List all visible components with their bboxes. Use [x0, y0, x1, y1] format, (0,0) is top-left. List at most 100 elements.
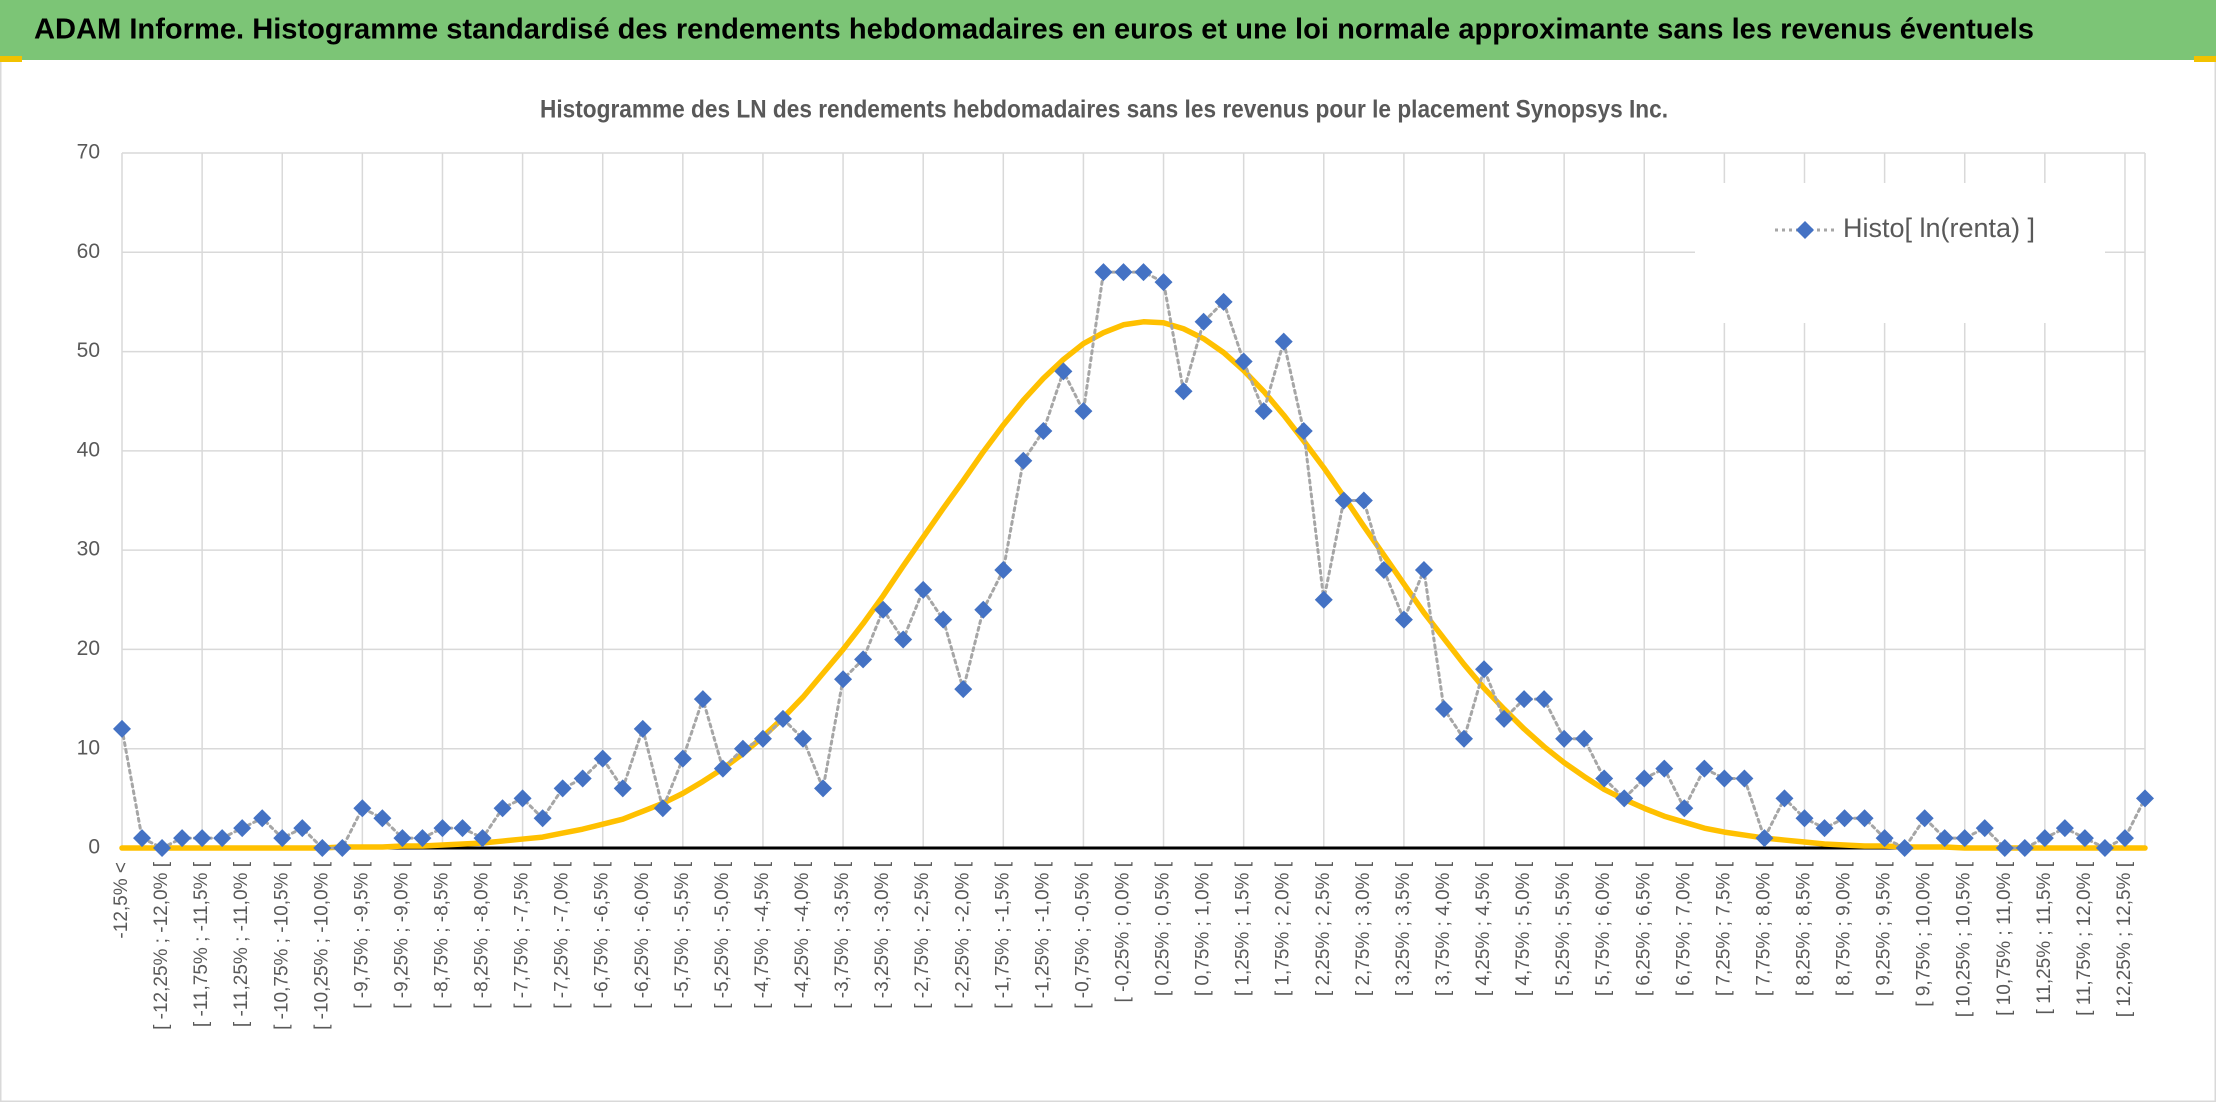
- data-point: [1515, 690, 1534, 709]
- data-point: [1575, 729, 1594, 748]
- data-point: [673, 749, 692, 768]
- data-point: [593, 749, 612, 768]
- x-tick-label: [ -6,75% ; -6,5% [: [592, 861, 613, 1009]
- x-tick-label: [ 1,25% ; 1,5% [: [1233, 861, 1254, 996]
- data-point: [1294, 422, 1313, 440]
- x-tick-label: [ 0,25% ; 0,5% [: [1153, 861, 1174, 996]
- data-point: [1655, 759, 1674, 778]
- data-point: [1014, 451, 1033, 470]
- data-point: [1555, 729, 1574, 748]
- data-point: [733, 739, 752, 758]
- x-tick-label: [ -11,75% ; -11,5% [: [191, 861, 212, 1027]
- data-point: [1174, 382, 1193, 401]
- header-title: ADAM Informe. Histogramme standardisé de…: [34, 14, 2034, 46]
- data-point: [1935, 829, 1954, 848]
- data-point: [1615, 789, 1634, 808]
- x-tick-label: [ 3,75% ; 4,0% [: [1433, 861, 1454, 996]
- series-curve: [119, 319, 2148, 851]
- x-tick-label: [ -8,25% ; -8,0% [: [472, 861, 493, 1009]
- data-point: [834, 670, 853, 689]
- x-tick-label: [ -1,75% ; -1,5% [: [992, 861, 1013, 1009]
- x-tick-label: [ 4,75% ; 5,0% [: [1513, 861, 1534, 996]
- x-tick-label: [ -7,75% ; -7,5% [: [512, 861, 533, 1009]
- grid: 0 10 20 30 40 50 60 70 -12,5% < [ -12,25% ; -12,0…: [77, 141, 2146, 1030]
- x-tick-label: [ -0,25% ; 0,0% [: [1113, 861, 1134, 1002]
- data-point: [934, 610, 953, 629]
- x-tick-label: [ -9,25% ; -9,0% [: [391, 861, 412, 1009]
- data-point: [513, 789, 532, 808]
- data-point: [453, 819, 472, 838]
- data-point: [1094, 263, 1113, 282]
- data-point: [1755, 829, 1774, 848]
- data-point: [1635, 769, 1654, 788]
- data-point: [1034, 422, 1053, 440]
- data-point: [794, 729, 813, 748]
- x-tick-label: [ 10,75% ; 11,0% [: [1994, 861, 2015, 1016]
- y-tick-label: 70: [77, 141, 100, 164]
- x-tick-label: [ 2,25% ; 2,5% [: [1313, 861, 1334, 996]
- data-point: [633, 719, 652, 738]
- x-tick-label: [ -2,25% ; -2,0% [: [952, 861, 973, 1009]
- x-tick-label: [ -9,75% ; -9,5% [: [351, 861, 372, 1009]
- data-point: [1835, 809, 1854, 828]
- data-point: [1715, 769, 1734, 788]
- data-point: [773, 709, 792, 728]
- x-tick-label: [ 2,75% ; 3,0% [: [1353, 861, 1374, 996]
- x-tick-label: [ -2,75% ; -2,5% [: [912, 861, 933, 1009]
- corner-accent: [2194, 56, 2216, 62]
- data-point: [2136, 789, 2154, 808]
- data-point: [653, 799, 672, 818]
- y-tick-label: 0: [88, 836, 100, 859]
- x-tick-label: [ 1,75% ; 2,0% [: [1273, 861, 1294, 996]
- data-point: [1895, 839, 1914, 857]
- data-point: [1475, 660, 1494, 679]
- data-point: [1334, 491, 1353, 510]
- data-point: [553, 779, 572, 798]
- x-tick-label: [ -3,75% ; -3,5% [: [832, 861, 853, 1009]
- x-tick-label: [ -12,25% ; -12,0% [: [151, 861, 172, 1030]
- x-tick-label: [ 3,25% ; 3,5% [: [1393, 861, 1414, 996]
- data-point: [1214, 292, 1233, 311]
- data-point: [974, 600, 993, 619]
- data-point: [2115, 829, 2134, 848]
- x-tick-label: [ 5,25% ; 5,5% [: [1553, 861, 1574, 996]
- x-tick-label: [ -5,25% ; -5,0% [: [712, 861, 733, 1009]
- x-tick-label: [ -10,75% ; -10,5% [: [271, 861, 292, 1030]
- data-point: [473, 829, 492, 848]
- data-point: [233, 819, 252, 838]
- x-tick-label: [ 10,25% ; 10,5% [: [1954, 861, 1975, 1017]
- y-tick-label: 10: [77, 736, 100, 759]
- x-tick-label: [ 11,75% ; 12,0% [: [2074, 861, 2095, 1016]
- data-point: [1495, 709, 1514, 728]
- chart-title: Histogramme des LN des rendements hebdom…: [540, 96, 1668, 124]
- data-point: [2035, 829, 2054, 848]
- data-point: [914, 580, 933, 599]
- data-point: [753, 729, 772, 748]
- x-tick-label: [ 4,25% ; 4,5% [: [1473, 861, 1494, 996]
- data-point: [1254, 402, 1273, 421]
- data-point: [1454, 729, 1473, 748]
- data-point: [613, 779, 632, 798]
- data-point: [1074, 402, 1093, 421]
- x-tick-label: [ 8,25% ; 8,5% [: [1794, 861, 1815, 996]
- data-point: [1154, 273, 1173, 292]
- x-tick-label: [ -6,25% ; -6,0% [: [632, 861, 653, 1009]
- x-tick-label: [ -10,25% ; -10,0% [: [311, 861, 332, 1030]
- x-tick-label: [ 11,25% ; 11,5% [: [2034, 861, 2055, 1014]
- data-point: [1595, 769, 1614, 788]
- data-point: [1374, 561, 1393, 579]
- corner-accent: [0, 56, 22, 62]
- data-point: [393, 829, 412, 848]
- x-tick-label: [ 6,25% ; 6,5% [: [1633, 861, 1654, 996]
- y-tick-label: 30: [77, 538, 100, 561]
- x-tick-label: [ 5,75% ; 6,0% [: [1593, 861, 1614, 996]
- data-point: [894, 630, 913, 649]
- data-point: [2015, 839, 2034, 857]
- data-point: [1054, 362, 1073, 381]
- legend-label: Histo[ ln(renta) ]: [1843, 213, 2035, 243]
- data-point: [1815, 819, 1834, 838]
- x-tick-label: [ 8,75% ; 9,0% [: [1834, 861, 1855, 996]
- data-point: [874, 600, 893, 619]
- data-point: [693, 690, 712, 709]
